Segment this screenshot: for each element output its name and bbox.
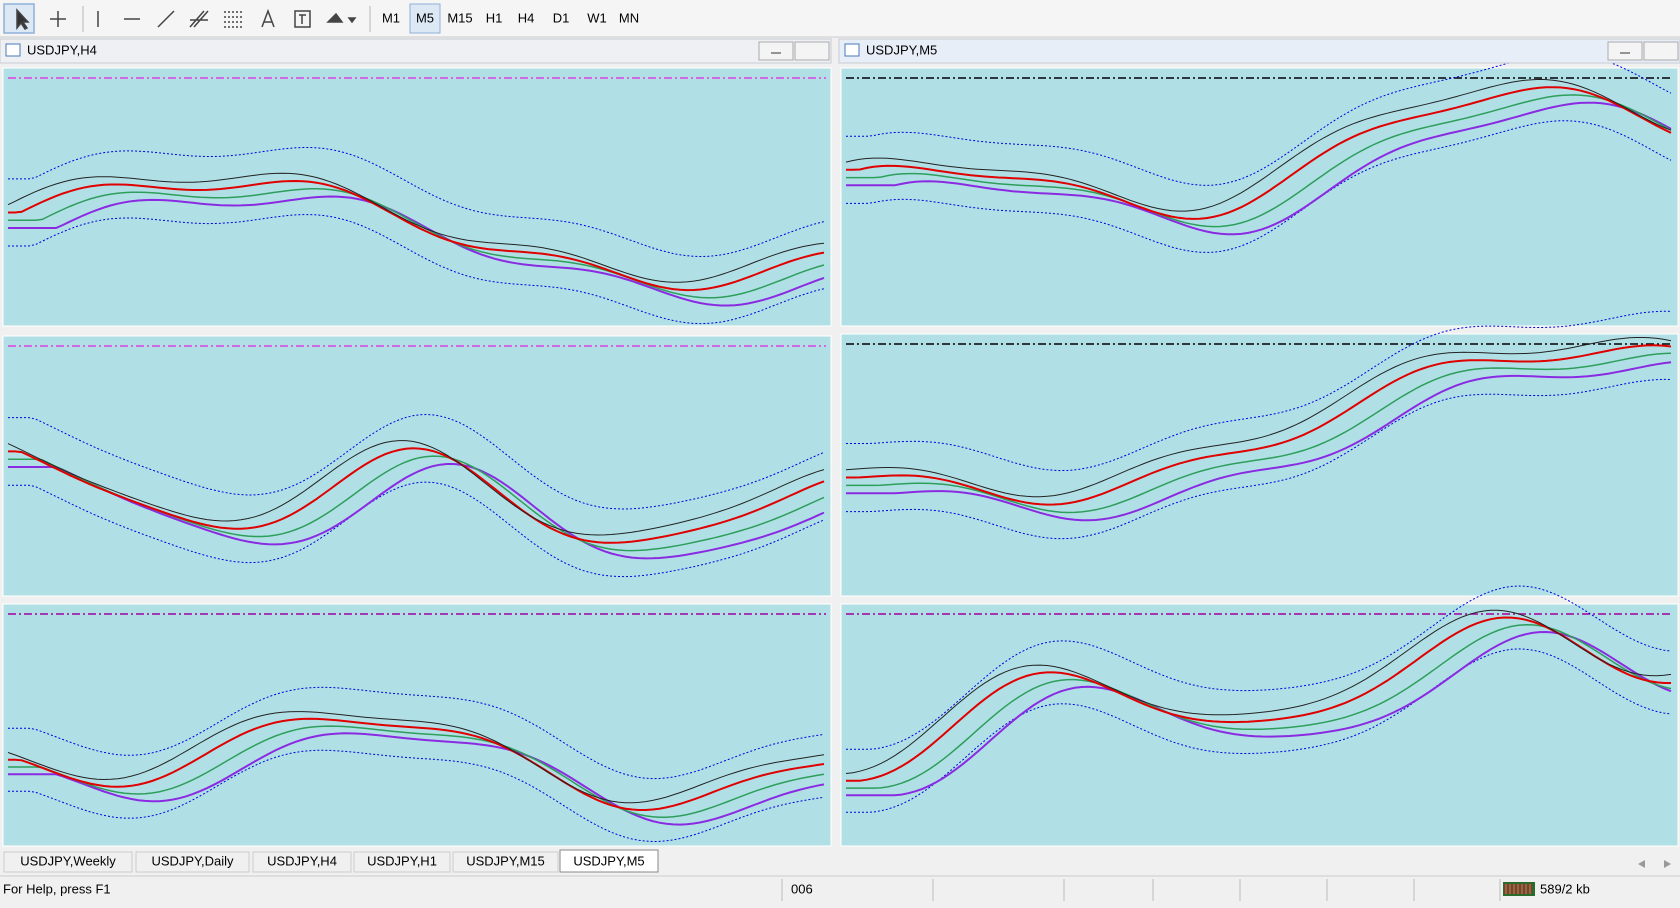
window-icon [844, 43, 860, 57]
status-separators [781, 879, 1501, 901]
windows: USDJPY,H4 USDJPY,M5 [0, 38, 1680, 64]
window-title: USDJPY,H4 [27, 42, 97, 57]
ma-mid [846, 624, 1672, 789]
cursor-icon [16, 8, 30, 31]
band-upper [846, 585, 1672, 750]
fibo-icon[interactable] [224, 11, 242, 28]
ma-mid [8, 725, 825, 819]
price [7, 172, 825, 283]
toolbar [0, 0, 1680, 37]
ma-slow [8, 463, 825, 560]
band-lower [846, 120, 1672, 253]
chart-area [2, 67, 832, 327]
timeframes: M1 M5 M15 H1 H4 D1 W1 MN [382, 10, 639, 25]
band-upper [846, 310, 1672, 472]
restore-button[interactable] [794, 41, 830, 61]
shapes-icon[interactable] [326, 12, 357, 24]
band-upper [846, 53, 1672, 186]
band-lower [846, 378, 1672, 540]
status-field: 006 [791, 881, 813, 896]
chart-panes [2, 53, 1679, 847]
active-timeframe [409, 3, 441, 34]
tab-bar [0, 848, 1680, 874]
chart-area [840, 333, 1679, 597]
ma-slow [8, 732, 825, 826]
ma-mid [846, 94, 1672, 228]
tab[interactable] [135, 851, 250, 873]
crosshair-icon[interactable] [50, 11, 66, 27]
timeframe-button[interactable]: M15 [447, 10, 472, 25]
band-lower [8, 214, 825, 325]
window-title-bar [0, 38, 832, 64]
band-lower [846, 648, 1672, 813]
chart-area [840, 603, 1679, 847]
ma-fast [846, 616, 1671, 782]
tab[interactable] [452, 851, 559, 873]
ma-slow [8, 195, 825, 307]
tab-scroll-left[interactable] [1638, 860, 1645, 868]
window-icon [5, 43, 21, 57]
label-icon-t [299, 14, 306, 24]
tab[interactable] [3, 851, 133, 873]
tab-label: USDJPY,H4 [267, 853, 337, 868]
minimize-button[interactable] [758, 41, 794, 61]
tab[interactable] [252, 851, 352, 873]
ma-slow [846, 630, 1672, 797]
ma-mid [8, 188, 825, 299]
ma-fast [8, 717, 825, 811]
channel-icon[interactable] [189, 10, 209, 28]
ma-fast [846, 86, 1672, 220]
timeframe-button[interactable]: D1 [553, 10, 570, 25]
price [7, 440, 825, 536]
tab-label: USDJPY,M5 [573, 853, 644, 868]
band-lower [8, 749, 825, 843]
drawing-tools [3, 3, 371, 34]
status-bar [0, 876, 1680, 903]
traffic-icon [1503, 882, 1535, 896]
ma-slow [846, 361, 1672, 522]
tab-label: USDJPY,Weekly [20, 853, 116, 868]
tabs: USDJPY,Weekly USDJPY,Daily USDJPY,H4 USDJPY… [3, 849, 659, 873]
ma-mid [846, 352, 1672, 514]
band-upper [8, 686, 825, 780]
timeframe-button[interactable]: M1 [382, 10, 400, 25]
tab-label: USDJPY,M15 [466, 853, 545, 868]
timeframe-button[interactable]: H1 [486, 10, 503, 25]
restore-button[interactable] [1643, 41, 1679, 61]
price [7, 711, 825, 804]
chart-area [2, 603, 832, 847]
timeframe-button[interactable]: W1 [587, 10, 607, 25]
timeframe-button[interactable]: MN [619, 10, 639, 25]
ma-slow [846, 101, 1672, 236]
minimize-button[interactable] [1607, 41, 1643, 61]
price [845, 337, 1672, 498]
status-help: For Help, press F1 [3, 881, 111, 896]
ma-fast [846, 344, 1672, 506]
ma-fast [8, 447, 825, 544]
window-title-bar [838, 38, 1680, 64]
trendline-icon[interactable] [157, 10, 175, 28]
text-icon[interactable] [261, 8, 275, 28]
tab-label: USDJPY,Daily [151, 853, 234, 868]
timeframe-button[interactable]: H4 [518, 10, 535, 25]
tab[interactable] [559, 849, 659, 873]
tab-scroll-right[interactable] [1664, 860, 1671, 868]
tab[interactable] [353, 851, 451, 873]
ma-fast [8, 179, 825, 292]
timeframe-button[interactable]: M5 [416, 10, 434, 25]
tab-label: USDJPY,H1 [367, 853, 437, 868]
label-icon[interactable] [294, 10, 311, 28]
band-upper [8, 147, 825, 258]
status-traffic: 589/2 kb [1540, 881, 1590, 896]
window-title: USDJPY,M5 [866, 42, 937, 57]
price [845, 78, 1672, 212]
chart-area [2, 335, 832, 597]
price [845, 609, 1672, 774]
